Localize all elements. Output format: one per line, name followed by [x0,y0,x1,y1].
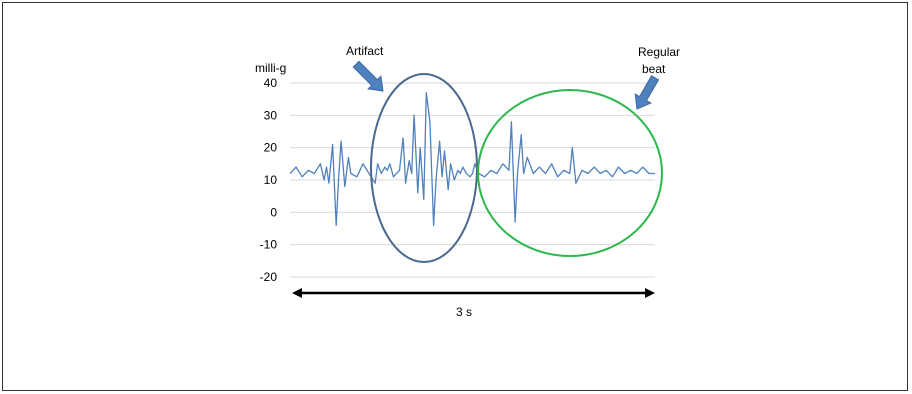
series-line [289,92,655,226]
duration-label: 3 s [456,305,472,319]
y-tick-label: 20 [264,141,278,155]
y-tick-label: 40 [264,76,278,90]
y-tick-label: 10 [264,173,278,187]
regular-beat-ellipse [477,89,663,257]
grid [290,82,655,278]
y-axis-label: milli-g [255,61,286,75]
regular-label-line2: beat [642,62,666,76]
y-tick-label: -20 [260,270,278,284]
artifact-label: Artifact [346,44,384,58]
y-tick-label: 0 [270,205,277,219]
y-tick-label: 30 [264,108,278,122]
regular-label-line1: Regular [638,45,680,59]
duration-arrow [292,288,655,298]
regular-beat-arrow-icon [634,75,660,110]
y-tick-labels: 40 30 20 10 0 -10 -20 [260,76,278,284]
artifact-ellipse [370,73,478,263]
artifact-arrow-icon [352,60,384,92]
y-tick-label: -10 [260,238,278,252]
